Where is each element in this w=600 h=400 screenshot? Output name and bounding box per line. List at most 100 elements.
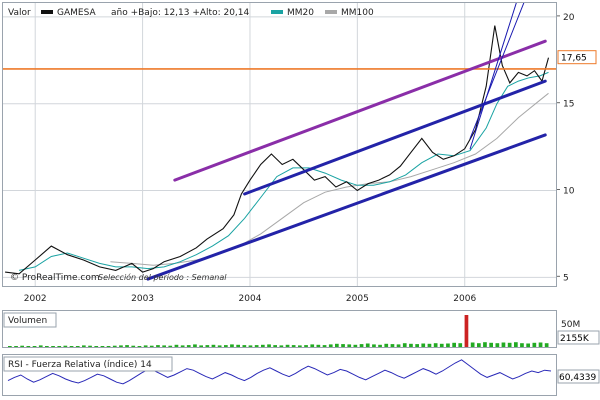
volume-bar xyxy=(8,346,12,347)
x-tick-label-4: 2006 xyxy=(453,294,476,304)
volume-bar xyxy=(532,342,537,347)
x-tick-label-2: 2004 xyxy=(239,294,262,304)
volume-value-badge xyxy=(557,330,600,345)
volume-bar xyxy=(230,344,234,347)
volume-bar xyxy=(106,346,111,347)
ma100-line xyxy=(110,92,549,266)
x-tick-label-1: 2003 xyxy=(131,294,154,304)
volume-bar xyxy=(20,345,24,347)
ticker-swatch xyxy=(41,10,53,14)
volume-bar xyxy=(88,345,92,347)
volume-bar xyxy=(224,345,228,347)
x-tick-label-0: 2002 xyxy=(24,294,47,304)
volume-bar xyxy=(328,344,333,347)
volume-bar xyxy=(267,344,271,347)
volume-bar xyxy=(520,343,524,347)
volume-bar xyxy=(168,345,173,347)
volume-bar xyxy=(38,345,43,347)
volume-bar xyxy=(285,344,290,347)
volume-bar xyxy=(180,345,185,347)
volume-bar xyxy=(254,345,259,347)
volume-bar xyxy=(131,345,136,347)
volume-bar xyxy=(51,346,55,347)
attribution-period: Selección del período : Semanal xyxy=(98,272,227,282)
volume-bar xyxy=(409,343,413,347)
volume-bar xyxy=(125,345,129,347)
volume-scale-label: 50M xyxy=(561,320,580,330)
volume-bar xyxy=(304,345,308,347)
volume-value-label: 2155K xyxy=(560,334,590,344)
ma20-line xyxy=(18,71,549,271)
trendline-2 xyxy=(146,133,547,281)
volume-bar xyxy=(211,344,216,347)
volume-bar xyxy=(143,345,148,347)
volume-bar xyxy=(452,342,456,347)
volume-bar xyxy=(538,342,543,347)
volume-bar xyxy=(174,344,179,347)
last-value-label: 17,65 xyxy=(561,54,587,64)
volume-bar xyxy=(353,344,358,347)
trendline-1 xyxy=(243,79,547,196)
trendline-0 xyxy=(173,39,547,182)
volume-bar xyxy=(427,343,432,347)
volume-bar xyxy=(298,345,302,347)
volume-bar xyxy=(544,343,549,347)
y-tick-label-1: 10 xyxy=(563,187,575,197)
rsi-chart: RSI - Fuerza Relativa (índice) 14 xyxy=(3,356,552,385)
volume-bar xyxy=(390,344,395,347)
volume-bar xyxy=(26,346,31,347)
legend-range: año +Bajo: 12,13 +Alto: 20,14 xyxy=(111,8,250,18)
ma20-swatch xyxy=(271,10,283,14)
rsi-label: RSI - Fuerza Relativa (índice) 14 xyxy=(8,360,152,370)
last-value-badge xyxy=(557,50,597,65)
volume-bar xyxy=(402,343,407,347)
volume-bar xyxy=(433,343,438,347)
x-tick-label-3: 2005 xyxy=(346,294,369,304)
volume-bar xyxy=(100,346,105,347)
volume-label-box xyxy=(3,312,57,328)
volume-bar xyxy=(501,342,506,347)
volume-bar xyxy=(94,346,99,347)
y-tick-label-0: 5 xyxy=(563,273,569,283)
volume-bar xyxy=(205,345,210,347)
rsi-value-label: 60,4339 xyxy=(559,373,596,383)
volume-bar xyxy=(489,342,493,347)
y-tick-label-2: 15 xyxy=(563,100,574,110)
volume-bar xyxy=(248,345,253,347)
volume-bar xyxy=(236,344,240,347)
volume-bar xyxy=(156,345,160,347)
legend-label: Valor xyxy=(8,8,31,18)
rsi-line xyxy=(7,359,552,385)
volume-bar xyxy=(32,346,37,347)
volume-bar xyxy=(458,343,463,347)
rsi-axis: 60,4339 xyxy=(557,369,600,384)
volume-bar xyxy=(14,346,18,347)
trendline-3 xyxy=(469,3,525,139)
price-panel: Valor GAMESA año +Bajo: 12,13 +Alto: 20,… xyxy=(2,2,557,287)
volume-bar xyxy=(396,344,401,347)
volume-bar xyxy=(310,344,315,347)
rsi-value-badge xyxy=(557,369,600,384)
volume-bar xyxy=(335,343,339,347)
rsi-label-box xyxy=(3,356,173,372)
volume-axis: 50M 2155K xyxy=(557,320,600,345)
price-chart: Valor GAMESA año +Bajo: 12,13 +Alto: 20,… xyxy=(3,3,556,286)
volume-bar xyxy=(112,345,117,347)
volume-bar xyxy=(273,345,277,347)
volume-bar xyxy=(507,342,512,347)
volume-bar xyxy=(242,345,247,347)
volume-bar xyxy=(57,346,62,347)
volume-bar xyxy=(217,345,222,347)
volume-chart: Volumen xyxy=(3,312,549,347)
volume-bar xyxy=(495,343,500,347)
volume-bar xyxy=(421,343,426,347)
volume-bar xyxy=(477,343,481,347)
trendline-4 xyxy=(469,3,517,150)
volume-bar xyxy=(75,346,80,347)
volume-bar xyxy=(119,345,123,347)
volume-bar xyxy=(359,344,364,347)
volume-bar xyxy=(378,344,382,347)
volume-bar xyxy=(439,343,444,347)
volume-bar xyxy=(384,343,389,347)
price-line xyxy=(5,25,550,275)
